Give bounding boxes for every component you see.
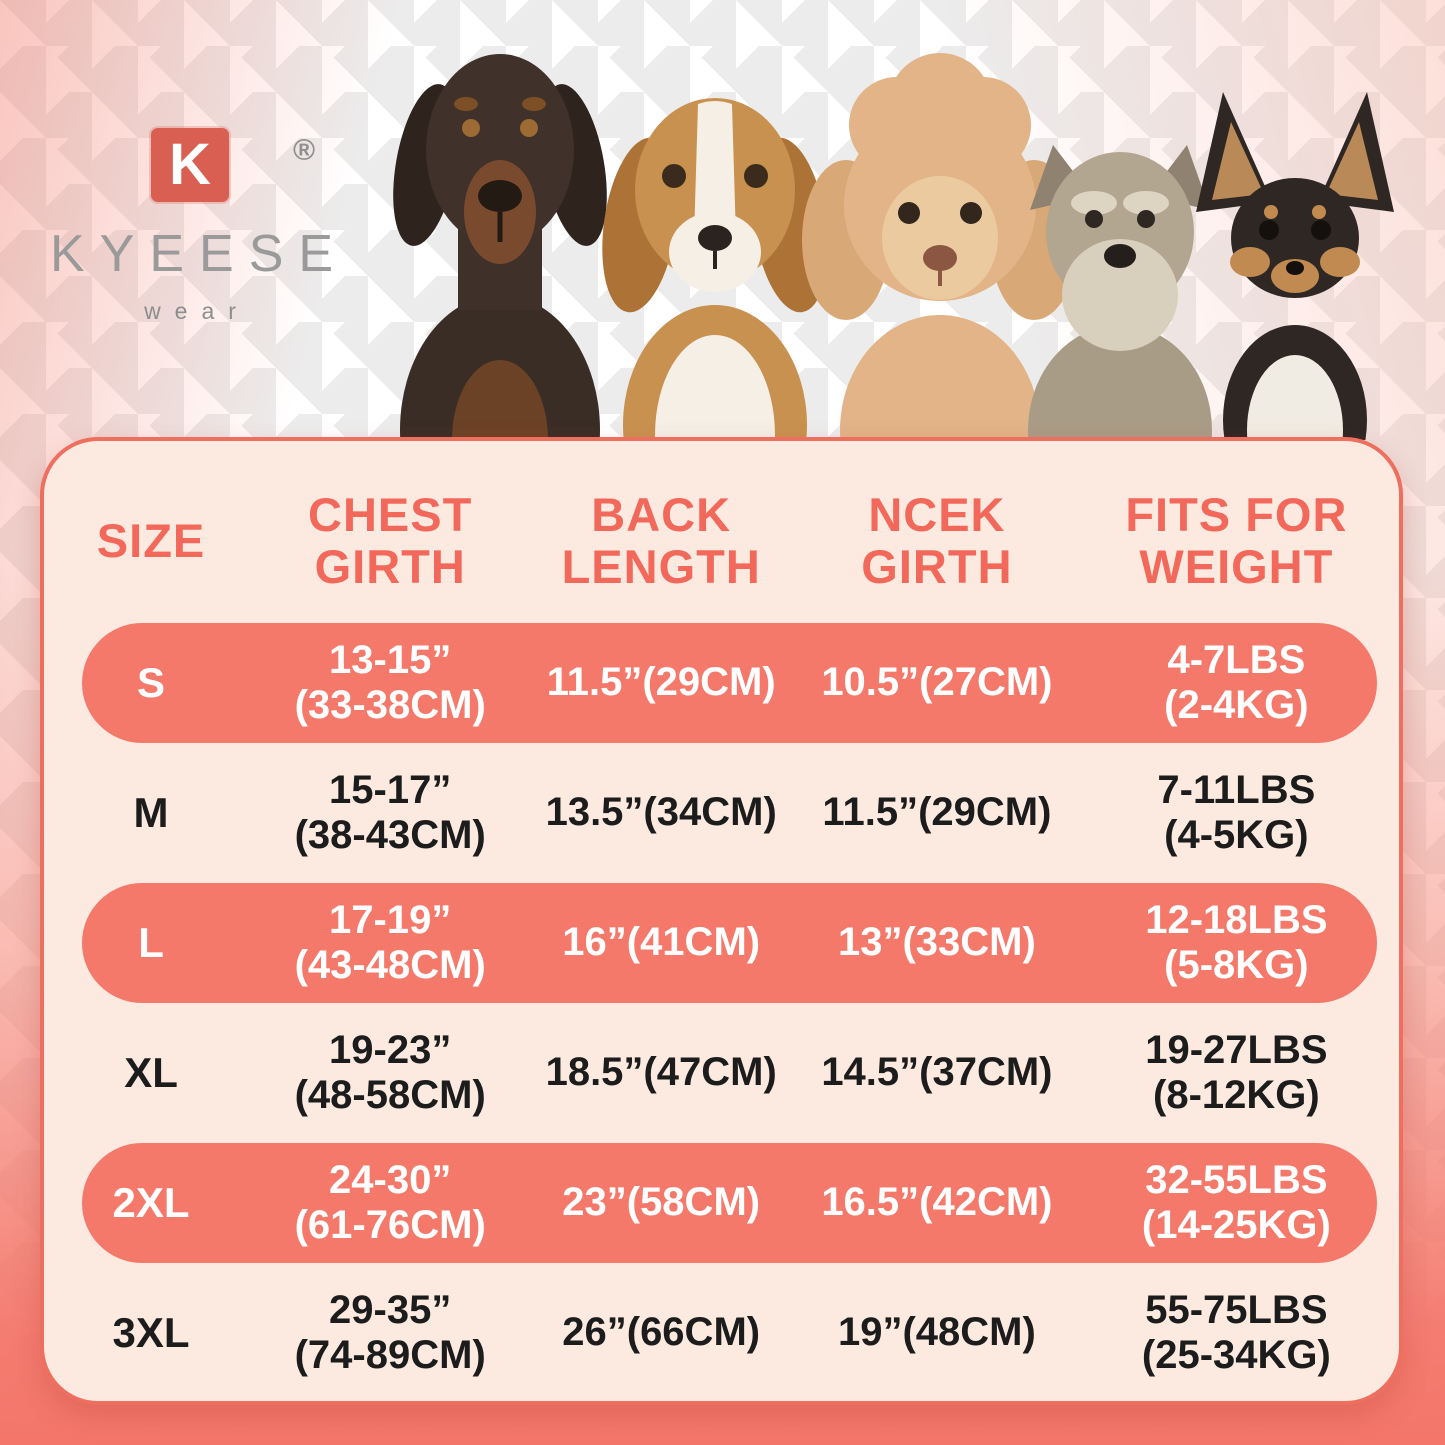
registered-trademark-icon: ® [293,134,316,167]
back-length-value: 23”(58CM) [562,1180,761,1225]
beagle-image [602,98,828,440]
table-row-m: M 15-17” (38-43CM) 13.5”(34CM) 11.5”(29CM… [44,755,1399,871]
neck-girth-value: 16.5”(42CM) [821,1180,1053,1225]
chest-girth-value: 24-30” (61-76CM) [294,1157,486,1247]
size-label: S [137,659,166,707]
size-label: L [138,919,164,967]
schnauzer-image [1028,145,1212,440]
back-length-value: 26”(66CM) [562,1310,761,1355]
weight-value: 19-27LBS (8-12KG) [1145,1027,1328,1117]
weight-value: 4-7LBS (2-4KG) [1164,637,1309,727]
table-row-s: S 13-15” (33-38CM) 11.5”(29CM) 10.5”(27CM… [44,623,1399,743]
neck-girth-value: 13”(33CM) [837,920,1036,965]
back-length-value: 13.5”(34CM) [545,790,777,835]
table-header-row: SIZE CHEST GIRTH BACK LENGTH NCEK GIRTH FIT… [44,471,1399,611]
chest-girth-value: 19-23” (48-58CM) [294,1027,486,1117]
neck-girth-value: 19”(48CM) [837,1310,1036,1355]
table-body: S 13-15” (33-38CM) 11.5”(29CM) 10.5”(27CM… [44,623,1399,1391]
logo-k-mark: K [151,128,229,202]
back-length-value: 11.5”(29CM) [546,660,776,705]
brand-name: KYEESE [50,225,349,283]
doberman-image [393,54,607,440]
table-row-l: L 17-19” (43-48CM) 16”(41CM) 13”(33CM) 12… [44,883,1399,1003]
neck-girth-value: 14.5”(37CM) [821,1050,1053,1095]
size-chart-card: SIZE CHEST GIRTH BACK LENGTH NCEK GIRTH FIT… [40,437,1403,1405]
weight-value: 55-75LBS (25-34KG) [1141,1287,1331,1377]
size-table: SIZE CHEST GIRTH BACK LENGTH NCEK GIRTH FIT… [44,441,1399,1401]
chihuahua-image [1196,92,1394,440]
chest-girth-value: 17-19” (43-48CM) [294,897,486,987]
chest-girth-value: 13-15” (33-38CM) [294,637,486,727]
size-label: M [133,789,169,837]
size-label: XL [124,1049,178,1097]
header-chest-girth: CHEST GIRTH [308,488,473,593]
chest-girth-value: 29-35” (74-89CM) [294,1287,486,1377]
poodle-image [802,53,1078,440]
table-row-xl: XL 19-23” (48-58CM) 18.5”(47CM) 14.5”(37C… [44,1015,1399,1131]
size-label: 3XL [112,1309,190,1357]
brand-subtitle: wear [144,298,250,324]
chest-girth-value: 15-17” (38-43CM) [294,767,486,857]
weight-value: 7-11LBS (4-5KG) [1157,767,1316,857]
header-neck-girth: NCEK GIRTH [861,488,1013,593]
neck-girth-value: 11.5”(29CM) [822,790,1052,835]
header-fits-weight: FITS FOR WEIGHT [1125,488,1348,593]
size-label: 2XL [112,1179,190,1227]
header-size: SIZE [96,514,206,568]
back-length-value: 16”(41CM) [562,920,761,965]
brand-logo: K ® KYEESE wear [35,128,345,325]
table-row-2xl: 2XL 24-30” (61-76CM) 23”(58CM) 16.5”(42CM… [44,1143,1399,1263]
table-row-3xl: 3XL 29-35” (74-89CM) 26”(66CM) 19”(48CM) … [44,1275,1399,1391]
weight-value: 32-55LBS (14-25KG) [1141,1157,1331,1247]
back-length-value: 18.5”(47CM) [545,1050,777,1095]
header-back-length: BACK LENGTH [561,488,761,593]
dogs-photo-row [393,53,1394,440]
weight-value: 12-18LBS (5-8KG) [1145,897,1328,987]
neck-girth-value: 10.5”(27CM) [821,660,1053,705]
